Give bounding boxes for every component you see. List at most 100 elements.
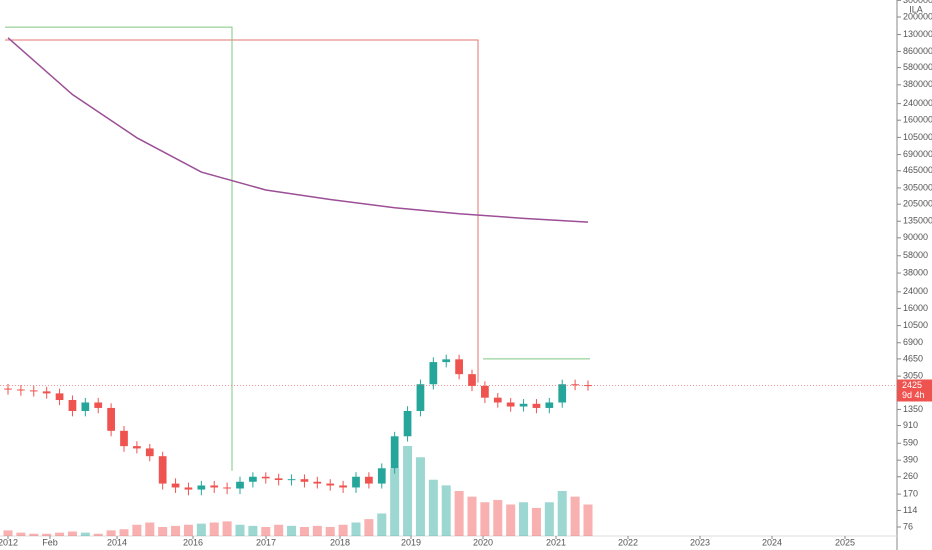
candle-body [171, 483, 180, 488]
volume-bar [351, 522, 361, 536]
candle-body [210, 485, 219, 488]
candle-body [42, 391, 51, 394]
y-tick-label: 260 [903, 471, 918, 481]
candle-body [481, 385, 489, 398]
x-tick-label: 2012 [0, 537, 18, 547]
volume-bar [312, 525, 322, 536]
volume-bar [583, 504, 593, 536]
candle-body [326, 483, 335, 486]
volume-bar [261, 527, 271, 536]
volume-bar [390, 468, 400, 536]
candle-body [274, 478, 283, 481]
volume-bar [209, 522, 219, 536]
candle-body [81, 402, 90, 411]
candle-body [403, 410, 412, 437]
y-tick-label: 170 [903, 488, 918, 498]
volume-bar [467, 496, 477, 536]
x-tick-label: Feb [42, 537, 58, 547]
y-tick-label: 10500 [903, 320, 928, 330]
curve-line [7, 37, 589, 223]
volume-bar [506, 504, 516, 536]
candle-body [571, 384, 579, 386]
volume-bar [183, 524, 193, 536]
volume-bar [415, 457, 425, 536]
candle-body [236, 481, 244, 489]
candle-body [223, 487, 231, 489]
volume-bar [544, 502, 554, 536]
volume-bar [493, 500, 503, 536]
volume-bar [338, 524, 348, 536]
candle-body [107, 407, 115, 431]
candle-body [287, 479, 296, 481]
candle-body [468, 374, 476, 386]
volume-bar [248, 525, 258, 536]
y-tick-label: 465000 [903, 165, 932, 175]
x-tick-label: 2016 [183, 537, 203, 547]
volume-bar [196, 523, 206, 536]
candle-body [429, 362, 438, 385]
candle-body [145, 448, 154, 457]
y-tick-label: 8600000 [903, 46, 932, 56]
volume-bar [325, 527, 335, 536]
volume-bar [145, 522, 155, 536]
y-tick-label: 5800000 [903, 62, 932, 72]
candle-body [17, 389, 25, 391]
y-tick-label: 690000 [903, 149, 932, 159]
volume-bar [158, 527, 168, 536]
volume-bar [235, 524, 245, 536]
candle-body [558, 384, 567, 403]
candle-body [532, 403, 541, 408]
candle-body [184, 487, 193, 490]
candle-body [158, 456, 167, 484]
volume-bar [132, 524, 142, 536]
candle-body [197, 485, 206, 490]
y-tick-label: 76 [903, 521, 913, 531]
y-tick-label: 3050 [903, 371, 923, 381]
volume-bar [80, 532, 90, 536]
candle-body [68, 400, 77, 411]
volume-bar [3, 530, 13, 536]
volume-bar [428, 479, 438, 536]
last-price-label: 2425 [902, 380, 922, 390]
candle-body [94, 402, 103, 408]
candle-body [545, 402, 554, 408]
last-price-box [897, 379, 932, 402]
candle-body [133, 446, 141, 449]
candle-body [4, 388, 12, 390]
volume-bar [403, 446, 413, 536]
candle-body [442, 359, 451, 363]
x-tick-label: 2018 [330, 537, 350, 547]
level-line [5, 26, 233, 471]
candle-body [29, 390, 38, 392]
volume-bar [93, 533, 103, 536]
y-tick-label: 1600000 [903, 115, 932, 125]
volume-bar [519, 502, 529, 536]
volume-bar [106, 530, 116, 536]
candle-body [519, 403, 528, 407]
y-tick-label: 2400000 [903, 98, 932, 108]
x-tick-label: 2025 [835, 537, 855, 547]
y-tick-label: 135000 [903, 216, 932, 226]
volume-bar [222, 521, 232, 536]
x-tick-label: 2023 [690, 537, 710, 547]
y-tick-label: 1050000 [903, 132, 932, 142]
y-tick-label: 4650 [903, 353, 923, 363]
candle-body [377, 468, 386, 484]
candle-body [249, 476, 257, 482]
candle-body [120, 430, 128, 447]
y-tick-label: 114 [903, 505, 917, 515]
candle-body [493, 397, 502, 403]
candle-body [352, 476, 360, 488]
volume-bar [16, 532, 26, 536]
volume-bar [67, 531, 77, 536]
candle-body [416, 384, 425, 411]
volume-bar [171, 525, 181, 536]
x-tick-label: 2020 [473, 537, 493, 547]
y-tick-label: 58000 [903, 250, 928, 260]
candle-body [506, 402, 515, 407]
volume-bar [274, 524, 284, 536]
candle-body [390, 436, 399, 469]
y-tick-label: 24000 [903, 286, 928, 296]
